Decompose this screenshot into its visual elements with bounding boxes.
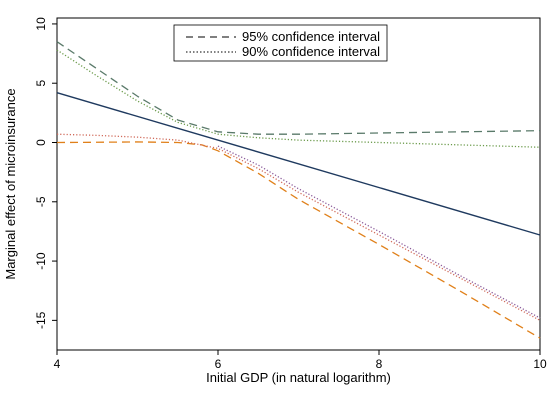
series-line-solid xyxy=(56,92,541,236)
x-tick-label: 8 xyxy=(376,357,383,371)
series-line-dotted xyxy=(56,49,541,148)
y-tick-label: -15 xyxy=(34,311,48,329)
x-tick-label: 4 xyxy=(54,357,61,371)
y-tick-label: -10 xyxy=(34,252,48,270)
legend-label-90: 90% confidence interval xyxy=(242,44,380,59)
series-line-dashed xyxy=(56,41,541,135)
plot-frame xyxy=(56,17,541,351)
y-tick-label: 5 xyxy=(34,80,48,87)
y-tick-label: -5 xyxy=(34,196,48,207)
series-line-dashed xyxy=(56,141,541,339)
series-line-dotted xyxy=(56,133,541,321)
y-tick-label: 0 xyxy=(34,139,48,146)
legend-label-95: 95% confidence interval xyxy=(242,29,380,44)
series-line-dotted xyxy=(217,145,541,319)
x-tick-label: 10 xyxy=(533,357,547,371)
x-axis-title: Initial GDP (in natural logarithm) xyxy=(206,370,391,385)
x-tick-label: 6 xyxy=(215,357,222,371)
legend-box xyxy=(173,24,388,62)
y-tick-label: 10 xyxy=(34,17,48,31)
x-axis: 4 6 8 10 xyxy=(54,350,547,371)
legend: 95% confidence interval 90% confidence i… xyxy=(173,24,388,62)
series-layer xyxy=(56,41,541,339)
y-axis: 10 5 0 -5 -10 -15 xyxy=(34,17,57,329)
y-axis-title: Marginal effect of microinsurance xyxy=(3,88,18,279)
